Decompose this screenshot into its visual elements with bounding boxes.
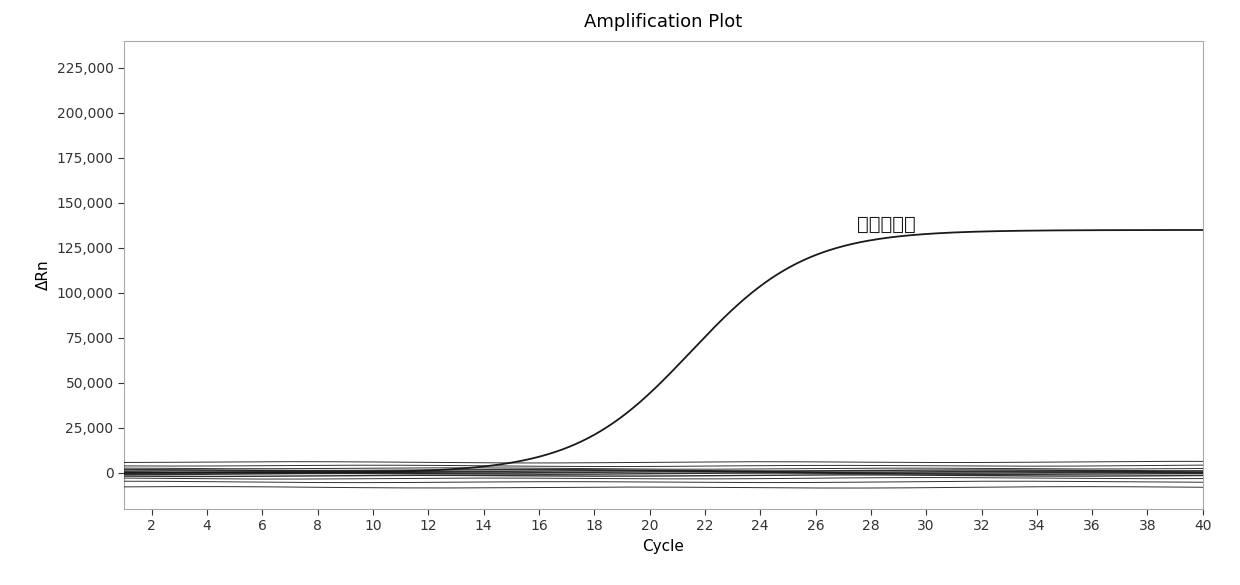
Title: Amplification Plot: Amplification Plot [584, 13, 743, 31]
X-axis label: Cycle: Cycle [642, 539, 684, 554]
Text: 突变纯合型: 突变纯合型 [857, 215, 916, 234]
Y-axis label: ΔRn: ΔRn [36, 260, 51, 290]
